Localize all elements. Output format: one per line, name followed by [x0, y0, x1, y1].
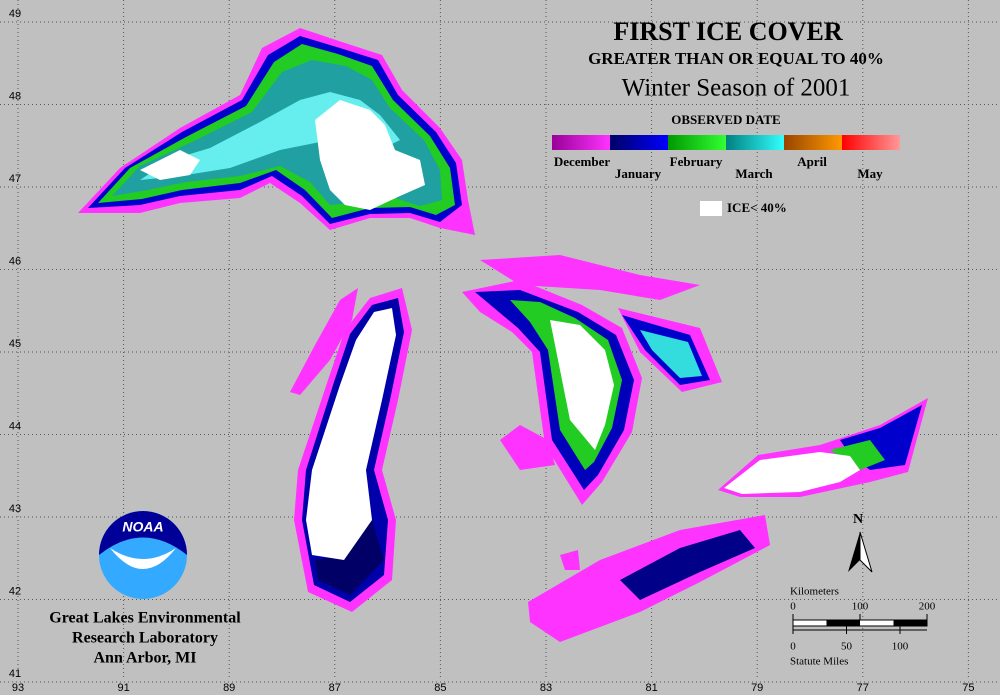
- scale-km-tick: 0: [790, 601, 796, 613]
- lake-ontario: [718, 398, 928, 497]
- legend-title: OBSERVED DATE: [671, 112, 780, 127]
- logo-text: NOAA: [122, 519, 163, 535]
- lon-label: 91: [117, 682, 129, 694]
- lon-label: 79: [751, 682, 763, 694]
- scale-mile-tick: 0: [790, 641, 796, 653]
- legend-swatch: [784, 135, 842, 150]
- lat-label: 48: [9, 90, 21, 102]
- credit-line: Research Laboratory: [72, 630, 218, 647]
- noaa-logo: NOAA: [99, 511, 187, 599]
- scale-segment: [893, 620, 927, 626]
- legend-month: March: [735, 166, 773, 181]
- legend-swatch: [610, 135, 668, 150]
- lake-michigan: [290, 288, 412, 612]
- legend-month: December: [554, 154, 611, 169]
- title: FIRST ICE COVER: [613, 17, 842, 46]
- legend-month: April: [797, 154, 827, 169]
- legend-swatch: [726, 135, 784, 150]
- legend-month: January: [615, 166, 662, 181]
- lon-label: 93: [12, 682, 24, 694]
- lon-label: 87: [329, 682, 341, 694]
- lat-label: 42: [9, 585, 21, 597]
- scale-mile-tick: 50: [841, 641, 853, 653]
- credit-line: Ann Arbor, MI: [94, 650, 197, 667]
- credit-line: Great Lakes Environmental: [49, 610, 241, 627]
- lon-label: 75: [962, 682, 974, 694]
- season: Winter Season of 2001: [622, 75, 851, 102]
- legend-swatch: [668, 135, 726, 150]
- scale-km-tick: 100: [852, 601, 869, 613]
- north-arrow: N: [848, 512, 873, 573]
- lat-label: 43: [9, 503, 21, 515]
- legend-month: May: [857, 166, 883, 181]
- scale-mile-label: Statute Miles: [790, 656, 848, 668]
- lon-label: 83: [540, 682, 552, 694]
- lake-huron: [462, 255, 722, 505]
- subtitle: GREATER THAN OR EQUAL TO 40%: [588, 49, 884, 68]
- lat-label: 49: [9, 8, 21, 20]
- lon-label: 77: [857, 682, 869, 694]
- lon-label: 81: [645, 682, 657, 694]
- lake-superior: [78, 28, 475, 235]
- ice-swatch: [700, 201, 722, 216]
- lat-label: 47: [9, 173, 21, 185]
- ice-label: ICE< 40%: [727, 200, 787, 215]
- scale-km-tick: 200: [919, 601, 936, 613]
- lon-label: 85: [434, 682, 446, 694]
- lat-label: 45: [9, 338, 21, 350]
- legend-swatch: [842, 135, 900, 150]
- lat-label: 44: [9, 420, 21, 432]
- lat-label: 41: [9, 668, 21, 680]
- lake-erie: [528, 515, 770, 642]
- legend-swatch: [552, 135, 610, 150]
- legend-month: February: [670, 154, 723, 169]
- north-label: N: [853, 512, 863, 527]
- lon-label: 89: [223, 682, 235, 694]
- scale-km-label: Kilometers: [790, 586, 839, 598]
- scale-segment: [826, 620, 860, 626]
- lat-label: 46: [9, 255, 21, 267]
- scale-mile-tick: 100: [892, 641, 909, 653]
